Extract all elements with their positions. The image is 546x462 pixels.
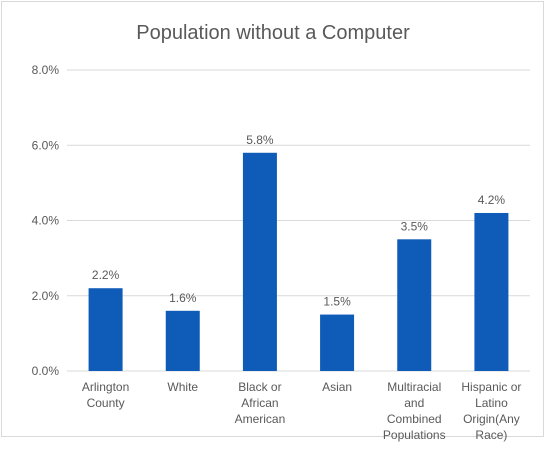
y-tick-label: 4.0% [32,214,60,228]
x-tick-label: County [87,396,125,410]
x-tick-label: and [404,396,424,410]
chart-border [1,1,544,437]
x-tick-label: Black or [238,380,281,394]
bar [320,314,355,371]
y-tick-label: 0.0% [32,364,60,378]
data-label: 2.2% [92,268,120,282]
bar [474,212,509,371]
data-label: 1.5% [323,295,351,309]
y-tick-label: 6.0% [32,138,60,152]
x-tick-label: Hispanic or [461,380,521,394]
x-tick-label: Origin(Any [463,412,520,426]
x-tick-label: Populations [383,428,446,442]
data-label: 1.6% [169,291,197,305]
x-tick-label: American [235,412,286,426]
x-tick-label: White [167,380,198,394]
data-label: 4.2% [478,193,506,207]
x-tick-label: Combined [387,412,442,426]
y-tick-label: 8.0% [32,63,60,77]
bar [397,239,432,371]
chart-title: Population without a Computer [136,22,410,44]
bar [165,310,200,371]
x-tick-label: Asian [322,380,352,394]
bar [88,288,123,371]
data-label: 3.5% [401,219,429,233]
x-tick-label: Race) [475,428,507,442]
x-tick-label: African [241,396,278,410]
x-tick-label: Arlington [82,380,129,394]
x-tick-label: Latino [475,396,508,410]
y-tick-label: 2.0% [32,289,60,303]
bar [242,152,277,371]
data-label: 5.8% [246,133,274,147]
x-tick-label: Multiracial [387,380,441,394]
